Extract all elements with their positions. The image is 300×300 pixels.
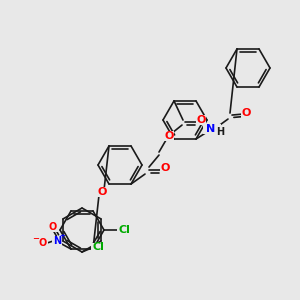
- Text: −: −: [32, 234, 40, 243]
- Text: N: N: [53, 236, 61, 246]
- FancyBboxPatch shape: [38, 238, 48, 248]
- Text: Cl: Cl: [118, 225, 130, 235]
- FancyBboxPatch shape: [196, 115, 206, 125]
- Text: O: O: [164, 131, 174, 141]
- Text: Cl: Cl: [92, 242, 104, 252]
- Text: O: O: [97, 187, 107, 197]
- FancyBboxPatch shape: [160, 163, 170, 173]
- Text: O: O: [196, 115, 206, 125]
- FancyBboxPatch shape: [97, 187, 107, 197]
- Text: H: H: [216, 127, 224, 137]
- FancyBboxPatch shape: [91, 242, 105, 251]
- Text: O: O: [39, 238, 47, 248]
- FancyBboxPatch shape: [52, 236, 62, 246]
- FancyBboxPatch shape: [203, 124, 221, 134]
- Text: +: +: [59, 233, 65, 239]
- Text: O: O: [160, 163, 170, 173]
- Text: O: O: [241, 108, 251, 118]
- Text: O: O: [49, 222, 57, 232]
- FancyBboxPatch shape: [164, 131, 174, 141]
- Text: N: N: [206, 124, 216, 134]
- FancyBboxPatch shape: [117, 226, 131, 235]
- FancyBboxPatch shape: [241, 108, 251, 118]
- FancyBboxPatch shape: [48, 222, 58, 232]
